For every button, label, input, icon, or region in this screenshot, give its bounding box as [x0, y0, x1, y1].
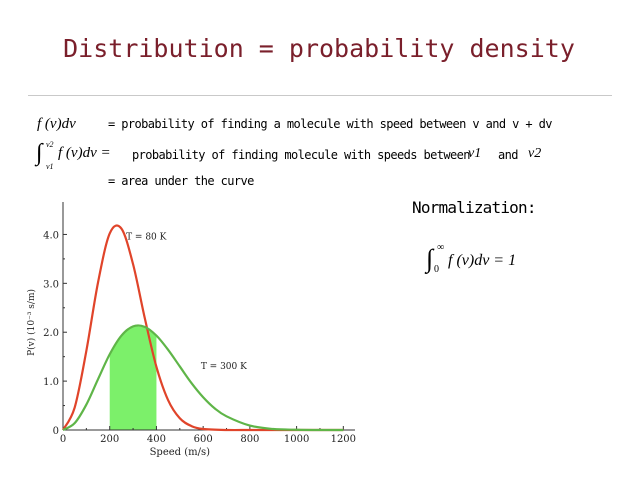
curve-label-low-temp: T = 80 K [126, 232, 167, 242]
integral-sign: ∫ [36, 140, 43, 166]
curve-label-high-temp: T = 300 K [201, 362, 247, 372]
f-v-dv-expression: f (v)dv [37, 116, 76, 132]
shaded-area-region [109, 326, 157, 430]
normalization-expression: f (v)dv = 1 [448, 252, 517, 269]
y-tick-label: 0 [53, 426, 59, 437]
title-divider [28, 95, 612, 96]
y-tick-label: 4.0 [43, 230, 59, 241]
x-tick-label: 0 [60, 434, 66, 445]
x-tick-label: 200 [100, 434, 119, 445]
integral-lower-limit: v1 [46, 162, 54, 171]
integral-upper-limit: v2 [46, 140, 54, 149]
line2-definition: probability of finding molecule with spe… [132, 148, 470, 162]
integral-expression: f (v)dv = [58, 145, 111, 161]
line3-area-text: = area under the curve [108, 174, 254, 188]
page-title: Distribution = probability density [63, 34, 575, 63]
line1-definition: = probability of finding a molecule with… [108, 117, 552, 131]
and-word: and [498, 148, 518, 162]
v1-symbol: v1 [468, 146, 482, 161]
series-curve-low-temp [62, 224, 344, 432]
v2-symbol: v2 [528, 146, 542, 161]
series-curve-high-temp [62, 324, 344, 432]
x-tick-label: 600 [194, 434, 213, 445]
y-tick-label: 3.0 [43, 279, 59, 290]
y-tick-label: 2.0 [43, 328, 59, 339]
x-tick-label: 800 [240, 434, 259, 445]
normalization-integral-sign: ∫ [426, 244, 434, 273]
normalization-label: Normalization: [412, 198, 536, 217]
x-tick-label: 1000 [284, 434, 309, 445]
y-tick-label: 1.0 [43, 377, 59, 388]
normalization-lower-limit: 0 [434, 264, 439, 275]
x-tick-label: 400 [147, 434, 166, 445]
x-tick-label: 1200 [331, 434, 356, 445]
x-axis-label: Speed (m/s) [150, 447, 211, 458]
normalization-upper-limit: ∞ [437, 242, 445, 253]
y-axis-label: P(v) (10⁻³ s/m) [26, 289, 37, 356]
